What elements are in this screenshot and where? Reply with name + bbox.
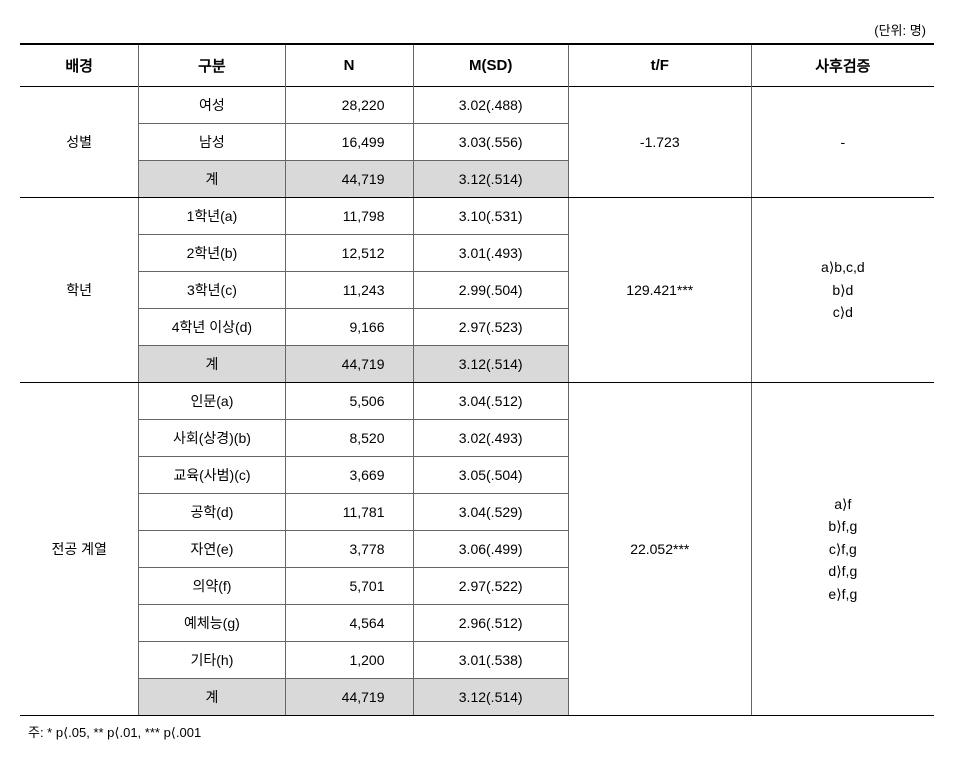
n-cell: 16,499	[285, 124, 413, 161]
n-cell: 12,512	[285, 235, 413, 272]
category-cell: 인문(a)	[139, 383, 285, 420]
msd-cell: 3.02(.488)	[413, 87, 568, 124]
total-n: 44,719	[285, 346, 413, 383]
total-msd: 3.12(.514)	[413, 346, 568, 383]
n-cell: 11,243	[285, 272, 413, 309]
tf-cell: 22.052***	[568, 383, 751, 716]
category-cell: 사회(상경)(b)	[139, 420, 285, 457]
header-n: N	[285, 44, 413, 87]
total-n: 44,719	[285, 161, 413, 198]
header-background: 배경	[20, 44, 139, 87]
n-cell: 9,166	[285, 309, 413, 346]
msd-cell: 2.97(.523)	[413, 309, 568, 346]
msd-cell: 3.10(.531)	[413, 198, 568, 235]
n-cell: 8,520	[285, 420, 413, 457]
table-body: 성별여성28,2203.02(.488)-1.723-남성16,4993.03(…	[20, 87, 934, 716]
msd-cell: 3.01(.538)	[413, 642, 568, 679]
group-label: 학년	[20, 198, 139, 383]
table-row: 전공 계열인문(a)5,5063.04(.512)22.052***a⟩fb⟩f…	[20, 383, 934, 420]
posthoc-cell: -	[751, 87, 934, 198]
n-cell: 5,506	[285, 383, 413, 420]
unit-label: (단위: 명)	[20, 20, 934, 39]
posthoc-cell: a⟩b,c,db⟩dc⟩d	[751, 198, 934, 383]
category-cell: 기타(h)	[139, 642, 285, 679]
category-cell: 남성	[139, 124, 285, 161]
category-cell: 2학년(b)	[139, 235, 285, 272]
total-msd: 3.12(.514)	[413, 161, 568, 198]
category-cell: 1학년(a)	[139, 198, 285, 235]
msd-cell: 3.03(.556)	[413, 124, 568, 161]
category-cell: 공학(d)	[139, 494, 285, 531]
table-row: 성별여성28,2203.02(.488)-1.723-	[20, 87, 934, 124]
n-cell: 3,669	[285, 457, 413, 494]
total-msd: 3.12(.514)	[413, 679, 568, 716]
stats-table: 배경 구분 N M(SD) t/F 사후검증 성별여성28,2203.02(.4…	[20, 43, 934, 716]
group-label: 성별	[20, 87, 139, 198]
msd-cell: 2.96(.512)	[413, 605, 568, 642]
header-row: 배경 구분 N M(SD) t/F 사후검증	[20, 44, 934, 87]
n-cell: 3,778	[285, 531, 413, 568]
total-category: 계	[139, 346, 285, 383]
total-category: 계	[139, 679, 285, 716]
n-cell: 11,781	[285, 494, 413, 531]
category-cell: 3학년(c)	[139, 272, 285, 309]
category-cell: 자연(e)	[139, 531, 285, 568]
category-cell: 4학년 이상(d)	[139, 309, 285, 346]
msd-cell: 2.99(.504)	[413, 272, 568, 309]
msd-cell: 3.02(.493)	[413, 420, 568, 457]
n-cell: 11,798	[285, 198, 413, 235]
n-cell: 4,564	[285, 605, 413, 642]
msd-cell: 3.04(.512)	[413, 383, 568, 420]
msd-cell: 3.04(.529)	[413, 494, 568, 531]
msd-cell: 2.97(.522)	[413, 568, 568, 605]
msd-cell: 3.06(.499)	[413, 531, 568, 568]
header-tf: t/F	[568, 44, 751, 87]
n-cell: 5,701	[285, 568, 413, 605]
total-n: 44,719	[285, 679, 413, 716]
header-posthoc: 사후검증	[751, 44, 934, 87]
category-cell: 교육(사범)(c)	[139, 457, 285, 494]
n-cell: 1,200	[285, 642, 413, 679]
header-msd: M(SD)	[413, 44, 568, 87]
posthoc-cell: a⟩fb⟩f,gc⟩f,gd⟩f,ge⟩f,g	[751, 383, 934, 716]
table-row: 학년1학년(a)11,7983.10(.531)129.421***a⟩b,c,…	[20, 198, 934, 235]
group-label: 전공 계열	[20, 383, 139, 716]
tf-cell: 129.421***	[568, 198, 751, 383]
footnote: 주: * p⟨.05, ** p⟨.01, *** p⟨.001	[20, 722, 934, 741]
category-cell: 예체능(g)	[139, 605, 285, 642]
msd-cell: 3.01(.493)	[413, 235, 568, 272]
category-cell: 의약(f)	[139, 568, 285, 605]
msd-cell: 3.05(.504)	[413, 457, 568, 494]
total-category: 계	[139, 161, 285, 198]
tf-cell: -1.723	[568, 87, 751, 198]
header-category: 구분	[139, 44, 285, 87]
category-cell: 여성	[139, 87, 285, 124]
n-cell: 28,220	[285, 87, 413, 124]
